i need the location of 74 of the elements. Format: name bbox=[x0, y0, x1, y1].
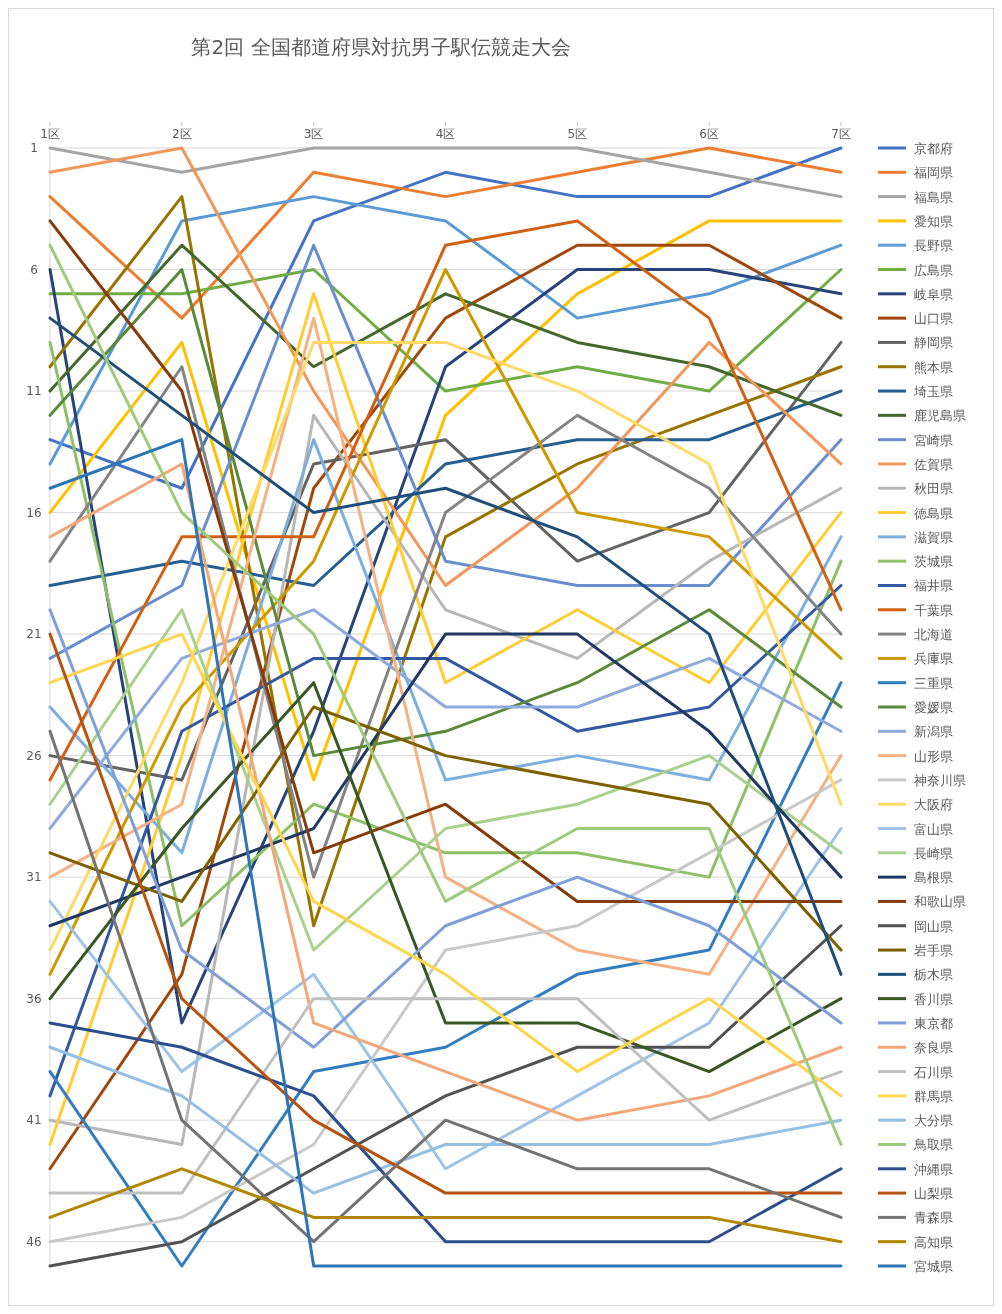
legend-label: 石川県 bbox=[914, 1064, 953, 1080]
x-tick-label: 6区 bbox=[699, 127, 719, 141]
legend-label: 長崎県 bbox=[914, 845, 953, 861]
legend-label: 岡山県 bbox=[914, 918, 953, 934]
legend-label: 山形県 bbox=[914, 748, 953, 764]
legend-label: 三重県 bbox=[914, 675, 953, 691]
line-series bbox=[48, 1021, 843, 1244]
line-series bbox=[48, 195, 843, 466]
legend-label: 宮城県 bbox=[914, 1259, 953, 1274]
chart-title: 第2回 全国都道府県対抗男子駅伝競走大会 bbox=[191, 35, 571, 59]
legend-label: 香川県 bbox=[914, 991, 953, 1007]
legend-label: 熊本県 bbox=[914, 359, 953, 375]
legend-label: 山口県 bbox=[914, 311, 953, 327]
legend-label: 岩手県 bbox=[914, 943, 953, 959]
legend-label: 宮崎県 bbox=[914, 432, 953, 448]
legend-label: 沖縄県 bbox=[914, 1161, 953, 1177]
legend-label: 富山県 bbox=[914, 821, 953, 837]
legend-label: 千葉県 bbox=[914, 602, 953, 618]
y-tick-label: 31 bbox=[26, 870, 42, 885]
legend-label: 茨城県 bbox=[914, 554, 953, 570]
legend-label: 佐賀県 bbox=[914, 456, 953, 472]
line-series bbox=[48, 705, 843, 952]
legend-label: 長野県 bbox=[914, 238, 953, 254]
legend-label: 大分県 bbox=[914, 1113, 953, 1129]
y-tick-label: 26 bbox=[26, 748, 42, 763]
legend-label: 愛知県 bbox=[914, 213, 953, 229]
legend-label: 広島県 bbox=[914, 262, 953, 278]
legend-label: 鳥取県 bbox=[913, 1137, 953, 1153]
y-tick-label: 1 bbox=[30, 141, 38, 155]
legend-label: 滋賀県 bbox=[914, 529, 953, 545]
legend-label: 東京都 bbox=[914, 1015, 953, 1031]
legend-label: 鹿児島県 bbox=[914, 408, 966, 424]
legend-label: 北海道 bbox=[914, 627, 953, 643]
y-tick-label: 46 bbox=[26, 1234, 42, 1249]
legend-label: 大阪府 bbox=[914, 797, 953, 813]
legend-label: 京都府 bbox=[914, 141, 953, 156]
x-tick-label: 1区 bbox=[40, 127, 60, 141]
legend-label: 高知県 bbox=[914, 1234, 953, 1250]
y-tick-label: 21 bbox=[26, 627, 42, 642]
y-tick-label: 36 bbox=[26, 991, 42, 1006]
x-tick-label: 2区 bbox=[172, 127, 192, 141]
legend-label: 埼玉県 bbox=[913, 384, 953, 400]
legend-label: 新潟県 bbox=[914, 724, 953, 740]
line-series bbox=[48, 243, 843, 417]
legend-label: 静岡県 bbox=[914, 335, 953, 351]
line-series bbox=[48, 632, 843, 1195]
legend-label: 栃木県 bbox=[914, 967, 953, 983]
legend-label: 徳島県 bbox=[914, 505, 953, 521]
legend-label: 岐阜県 bbox=[914, 286, 953, 302]
x-tick-label: 4区 bbox=[435, 127, 456, 141]
y-tick-label: 41 bbox=[26, 1113, 42, 1128]
x-tick-label: 5区 bbox=[567, 127, 588, 141]
legend-label: 福島県 bbox=[914, 189, 953, 205]
line-series bbox=[48, 924, 843, 1268]
line-series bbox=[48, 608, 843, 831]
legend-label: 青森県 bbox=[914, 1210, 953, 1226]
y-tick-label: 6 bbox=[30, 262, 38, 277]
legend-label: 神奈川県 bbox=[914, 772, 966, 788]
legend-label: 福井県 bbox=[914, 578, 953, 594]
legend-label: 秋田県 bbox=[914, 481, 953, 497]
legend-label: 島根県 bbox=[914, 870, 953, 886]
y-tick-label: 16 bbox=[26, 505, 42, 520]
legend-label: 群馬県 bbox=[914, 1088, 953, 1104]
legend-label: 山梨県 bbox=[914, 1186, 953, 1202]
legend-label: 和歌山県 bbox=[914, 894, 966, 910]
line-series bbox=[48, 681, 843, 1074]
x-tick-label: 7区 bbox=[831, 127, 851, 141]
y-tick-label: 11 bbox=[26, 384, 42, 399]
line-series bbox=[48, 243, 843, 660]
legend-label: 福岡県 bbox=[914, 165, 953, 181]
legend-label: 愛媛県 bbox=[914, 700, 953, 715]
legend-label: 兵庫県 bbox=[914, 651, 953, 667]
legend-label: 奈良県 bbox=[914, 1040, 953, 1056]
x-tick-label: 3区 bbox=[303, 127, 324, 141]
